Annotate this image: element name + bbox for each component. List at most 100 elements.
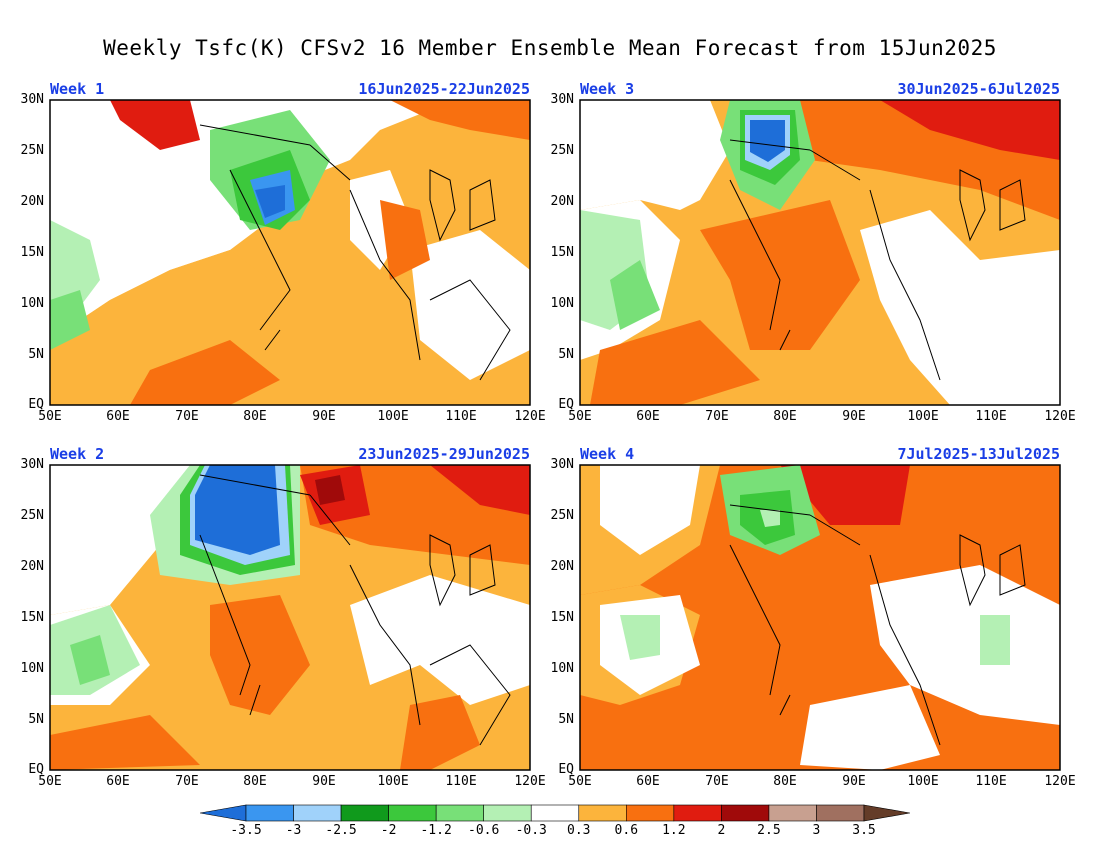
colorbar-swatch — [578, 804, 627, 822]
lon-tick: 80E — [773, 409, 797, 424]
lon-tick: 70E — [705, 409, 729, 424]
lat-tick: 5N — [28, 347, 44, 362]
figure-title: Weekly Tsfc(K) CFSv2 16 Member Ensemble … — [103, 36, 997, 60]
lon-tick: 90E — [312, 774, 336, 789]
lon-tick: 80E — [243, 409, 267, 424]
colorbar-tick-label: -3.5 — [230, 823, 262, 838]
lat-tick: 10N — [20, 661, 44, 676]
colorbar-tick-label: -2 — [380, 823, 397, 838]
lon-tick: 90E — [842, 774, 866, 789]
lat-tick: 5N — [558, 712, 574, 727]
lon-tick: 80E — [773, 774, 797, 789]
lon-tick: 50E — [38, 774, 62, 789]
colorbar-swatch — [199, 804, 247, 822]
date-range-label: 23Jun2025-29Jun2025 — [358, 445, 530, 463]
colorbar-swatch — [626, 804, 675, 822]
map-panel-week-3: Week 3 30Jun2025-6Jul2025 30N 25N 20N 15… — [551, 80, 1076, 424]
lon-tick: 110E — [975, 409, 1007, 424]
lat-tick: 10N — [550, 296, 574, 311]
colorbar-tick-label: 3.5 — [852, 823, 876, 838]
lon-tick: 120E — [1044, 774, 1076, 789]
lat-tick: 20N — [550, 194, 574, 209]
lat-tick: 25N — [550, 143, 574, 158]
map-panel-week-4: Week 4 7Jul2025-13Jul2025 30N 25N 20N 15… — [551, 445, 1076, 789]
colorbar-tick-label: -2.5 — [325, 823, 357, 838]
colorbar-tick-label: 2 — [717, 823, 726, 838]
lat-tick: 5N — [558, 347, 574, 362]
lat-tick: 20N — [550, 559, 574, 574]
lon-tick: 90E — [312, 409, 336, 424]
lat-tick: 5N — [28, 712, 44, 727]
lon-tick: 50E — [38, 409, 62, 424]
lat-tick: 10N — [20, 296, 44, 311]
colorbar-tick-label: 1.2 — [662, 823, 686, 838]
lat-tick: 30N — [20, 457, 44, 472]
lat-tick: 15N — [20, 245, 44, 260]
date-range-label: 30Jun2025-6Jul2025 — [897, 80, 1060, 98]
lon-tick: 70E — [175, 774, 199, 789]
lon-tick: 60E — [106, 409, 130, 424]
week-label: Week 3 — [580, 80, 635, 98]
colorbar-swatches — [199, 804, 911, 822]
week-label: Week 4 — [580, 445, 635, 463]
lat-tick: 25N — [550, 508, 574, 523]
lat-tick: EQ — [558, 397, 574, 412]
colorbar-swatch — [245, 804, 294, 822]
lon-tick: 120E — [1044, 409, 1076, 424]
anomaly-map — [49, 99, 531, 406]
lon-tick: 60E — [106, 774, 130, 789]
lon-tick: 100E — [377, 774, 409, 789]
colorbar-tick-label: -1.2 — [420, 823, 452, 838]
lat-tick: EQ — [28, 397, 44, 412]
lon-tick: 100E — [907, 409, 939, 424]
lon-tick: 110E — [975, 774, 1007, 789]
lat-tick: 30N — [20, 92, 44, 107]
colorbar-tick-label: 0.6 — [614, 823, 639, 838]
lat-tick: 15N — [550, 245, 574, 260]
date-range-label: 16Jun2025-22Jun2025 — [358, 80, 530, 98]
map-panel-week-1: Week 1 16Jun2025-22Jun2025 30N 25N 20N 1… — [21, 80, 546, 424]
anomaly-map — [579, 99, 1061, 406]
lon-tick: 70E — [705, 774, 729, 789]
lon-tick: 120E — [514, 774, 546, 789]
lon-tick: 110E — [445, 774, 477, 789]
lat-tick: EQ — [558, 762, 574, 777]
lat-tick: 25N — [20, 143, 44, 158]
lat-tick: 30N — [550, 457, 574, 472]
colorbar-swatch — [863, 804, 911, 822]
colorbar-swatch — [530, 804, 580, 822]
lon-tick: 90E — [842, 409, 866, 424]
lon-tick: 60E — [636, 774, 660, 789]
week-label: Week 1 — [50, 80, 105, 98]
lat-tick: 30N — [550, 92, 574, 107]
lat-tick: 15N — [20, 610, 44, 625]
colorbar-swatch — [816, 804, 865, 822]
map-panel-week-2: Week 2 23Jun2025-29Jun2025 30N 25N 20N 1… — [21, 445, 546, 789]
colorbar-tick-label: 2.5 — [757, 823, 781, 838]
lon-tick: 70E — [175, 409, 199, 424]
colorbar-swatch — [768, 804, 817, 822]
week-label: Week 2 — [50, 445, 105, 463]
colorbar-tick-label: 0.3 — [567, 823, 591, 838]
lon-tick: 80E — [243, 774, 267, 789]
lon-tick: 100E — [377, 409, 409, 424]
lat-tick: 20N — [20, 559, 44, 574]
lon-tick: 100E — [907, 774, 939, 789]
lon-tick: 120E — [514, 409, 546, 424]
lat-tick: 10N — [550, 661, 574, 676]
colorbar-swatch — [293, 804, 342, 822]
colorbar-tick-label: -0.3 — [515, 823, 547, 838]
colorbar-tick-label: 3 — [812, 823, 821, 838]
colorbar-swatch — [435, 804, 484, 822]
lon-tick: 50E — [568, 774, 592, 789]
date-range-label: 7Jul2025-13Jul2025 — [897, 445, 1060, 463]
lon-tick: 50E — [568, 409, 592, 424]
colorbar-tick-label: -3 — [285, 823, 302, 838]
colorbar-swatch — [340, 804, 389, 822]
lat-tick: 20N — [20, 194, 44, 209]
colorbar-swatch — [673, 804, 722, 822]
colorbar-swatch — [721, 804, 770, 822]
anomaly-map — [49, 464, 531, 771]
lon-tick: 110E — [445, 409, 477, 424]
lon-tick: 60E — [636, 409, 660, 424]
